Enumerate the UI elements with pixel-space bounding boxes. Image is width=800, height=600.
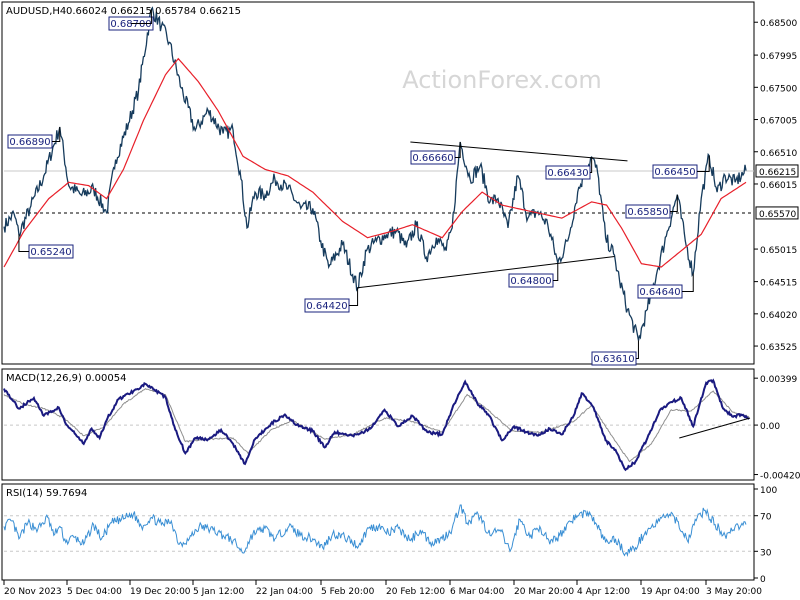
watermark: ActionForex.com — [402, 66, 602, 94]
time-axis-label: 20 Mar 20:00 — [514, 587, 574, 597]
time-axis-label: 4 Apr 12:00 — [577, 587, 630, 597]
swing-label-0-66450: 0.66450 — [652, 155, 710, 179]
swing-label-0-65240: 0.65240 — [18, 234, 74, 259]
price-axis-label: 0.64515 — [760, 279, 797, 289]
price-axis-label: 0.68500 — [760, 19, 797, 29]
time-axis-label: 5 Jan 12:00 — [193, 587, 245, 597]
price-axis-label: 0.67005 — [760, 117, 797, 127]
swing-label-0-64420: 0.64420 — [304, 287, 359, 313]
price-axis-label: 0.67995 — [760, 52, 797, 62]
macd-panel — [3, 378, 754, 472]
time-axis-label: 6 Mar 04:00 — [450, 587, 505, 597]
rsi-label: RSI(14) 59.7694 — [6, 488, 87, 499]
rsi-line — [3, 504, 747, 558]
swing-label-leader — [590, 156, 593, 173]
time-axis-label: 19 Apr 04:00 — [641, 587, 700, 597]
rsi-panel-frame — [1, 483, 755, 581]
time-axis-label: 5 Feb 20:00 — [321, 587, 375, 597]
moving-average-line — [3, 57, 747, 268]
price-panel-frame — [1, 1, 755, 365]
swing-label-text: 0.66450 — [654, 167, 695, 178]
rsi-axis-label: 100 — [760, 486, 777, 496]
price-trendline-2 — [357, 256, 615, 289]
swing-label-text: 0.66890 — [9, 137, 50, 148]
swing-label-text: 0.64640 — [639, 287, 680, 298]
rsi-axis-label: 30 — [760, 548, 772, 558]
time-axis-label: 22 Jan 04:00 — [256, 587, 313, 597]
macd-axis-label: 0.00 — [760, 422, 780, 432]
symbol-label: AUDUSD,H4 — [6, 6, 66, 17]
swing-label-text: 0.66660 — [412, 153, 453, 164]
swing-label-text: 0.68700 — [110, 19, 151, 30]
swing-label-leader — [349, 287, 359, 306]
time-axis-label: 19 Dec 20:00 — [130, 587, 191, 597]
price-axis-label: 0.63525 — [760, 343, 797, 353]
swing-label-leader — [553, 263, 559, 281]
rsi-panel — [3, 504, 754, 558]
rsi-axis-label: 70 — [760, 513, 772, 523]
price-axis-label: 0.64020 — [760, 311, 797, 321]
ohlc-label: 0.66024 0.66215 0.65784 0.66215 — [66, 6, 241, 17]
reference-price-text: 0.65570 — [759, 210, 796, 220]
swing-label-leader — [697, 155, 710, 172]
swing-label-0-66430: 0.66430 — [545, 156, 593, 180]
swing-label-text: 0.65850 — [627, 207, 668, 218]
macd-panel-frame — [1, 368, 755, 481]
macd-trendline — [679, 417, 751, 439]
swing-label-0-68700: 0.68700 — [108, 9, 154, 31]
macd-axis-label: 0.00399 — [760, 375, 797, 385]
swing-label-leader — [52, 127, 61, 142]
price-axis-label: 0.67500 — [760, 84, 797, 94]
reference-price-box — [755, 206, 799, 220]
macd-line — [3, 378, 750, 472]
price-axis-label: 0.66015 — [760, 181, 797, 191]
macd-axis-label: -0.004206 — [760, 472, 800, 482]
time-axis-label: 3 May 20:00 — [706, 587, 762, 597]
swing-label-text: 0.63610 — [593, 354, 634, 365]
swing-label-0-64640: 0.64640 — [637, 273, 694, 299]
swing-label-leader — [682, 273, 694, 292]
swing-label-0-63610: 0.63610 — [591, 340, 639, 366]
swing-label-text: 0.66430 — [547, 168, 588, 179]
time-axis-label: 20 Nov 2023 — [4, 587, 62, 597]
time-axis-label: 5 Dec 04:00 — [67, 587, 122, 597]
rsi-axis-label: 0 — [760, 575, 766, 585]
swing-label-0-66660: 0.66660 — [410, 141, 461, 165]
current-price-text: 0.66215 — [759, 168, 796, 178]
swing-label-text: 0.64800 — [510, 276, 551, 287]
axes: 0.68500 0.67995 0.67500 0.67005 0.66510 0.660… — [3, 19, 800, 597]
swing-label-leader — [131, 9, 152, 24]
swing-label-0-64800: 0.64800 — [508, 263, 559, 288]
price-panel: 0.68700 0.66890 0.65240 0.64420 0.66660 0.664… — [3, 6, 754, 366]
swing-label-leader — [636, 340, 639, 359]
current-price-box — [755, 164, 799, 178]
swing-label-0-65850: 0.65850 — [625, 194, 678, 219]
price-axis-label: 0.65015 — [760, 246, 797, 256]
swing-label-leader — [455, 141, 461, 158]
swing-label-text: 0.65240 — [30, 247, 71, 258]
price-axis-label: 0.66510 — [760, 149, 797, 159]
time-axis-label: 20 Feb 12:00 — [386, 587, 445, 597]
macd-label: MACD(12,26,9) 0.00054 — [6, 373, 126, 384]
swing-label-0-66890: 0.66890 — [7, 127, 61, 149]
swing-label-leader — [18, 234, 29, 252]
swing-label-text: 0.64420 — [306, 301, 347, 312]
swing-label-leader — [670, 194, 678, 212]
price-series-line — [3, 6, 747, 341]
